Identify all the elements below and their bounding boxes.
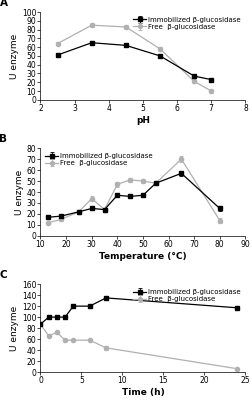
Text: C: C [0,270,7,280]
Y-axis label: U enzyme: U enzyme [10,33,19,78]
Text: B: B [0,134,8,144]
Text: A: A [0,0,8,8]
X-axis label: Time (h): Time (h) [121,388,164,397]
X-axis label: Temperature (°C): Temperature (°C) [99,252,186,261]
Legend: Immobilized β-glucosidase, Free  β-glucosidase: Immobilized β-glucosidase, Free β-glucos… [132,16,241,31]
Y-axis label: U enzyme: U enzyme [15,169,24,215]
X-axis label: pH: pH [135,116,149,125]
Legend: Immobilized β-glucosidase, Free  β-glucosidase: Immobilized β-glucosidase, Free β-glucos… [44,152,153,167]
Legend: Immobilized β-glucosidase, Free  β-glucosidase: Immobilized β-glucosidase, Free β-glucos… [132,288,241,304]
Y-axis label: U enzyme: U enzyme [10,306,19,351]
